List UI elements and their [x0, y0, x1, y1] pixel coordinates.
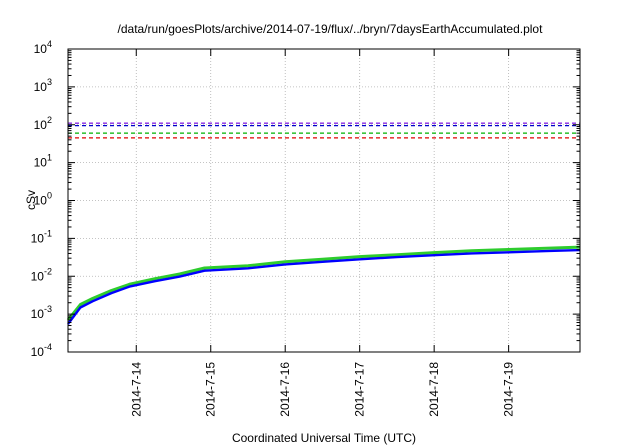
- reference-lines: [68, 122, 580, 139]
- y-tick-label: 10-4: [31, 342, 52, 359]
- y-tick-label: 102: [34, 115, 52, 132]
- x-axis: 2014-7-14 2014-7-15 2014-7-16 2014-7-17 2014…: [129, 49, 516, 417]
- x-axis-label: Coordinated Universal Time (UTC): [232, 431, 416, 445]
- y-tick-label: 10-2: [31, 266, 52, 283]
- y-axis-label: cSv: [24, 190, 38, 210]
- y-tick-label: 10-1: [31, 228, 52, 245]
- x-tick-label: 2014-7-16: [278, 362, 292, 417]
- series-line: [67, 248, 581, 325]
- y-tick-label: 104: [34, 39, 52, 56]
- x-tick-label: 2014-7-14: [129, 362, 143, 417]
- grid: [68, 49, 580, 352]
- chart-title: /data/run/goesPlots/archive/2014-07-19/f…: [118, 22, 544, 36]
- y-tick-label: 10-3: [31, 304, 52, 321]
- x-tick-label: 2014-7-19: [502, 362, 516, 417]
- y-tick-label: 101: [34, 153, 52, 170]
- x-tick-label: 2014-7-17: [353, 362, 367, 417]
- x-tick-label: 2014-7-18: [427, 362, 441, 417]
- series-line: [66, 245, 581, 321]
- data-series: [66, 245, 581, 325]
- y-tick-label: 103: [34, 77, 52, 94]
- x-tick-label: 2014-7-15: [204, 362, 218, 417]
